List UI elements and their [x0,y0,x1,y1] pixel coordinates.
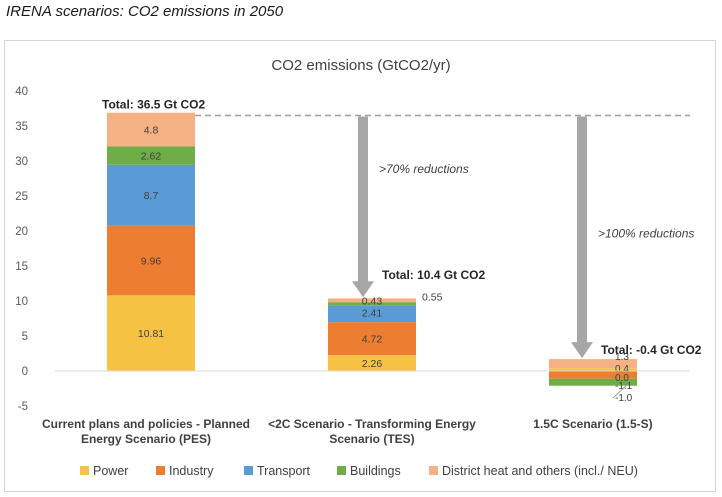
data-label-district-heat-and-others-incl-neu-1: 4.8 [144,125,159,137]
y-tick-label: -5 [18,401,28,413]
data-label-power-1: 10.81 [138,328,164,340]
bar-segment-district-heat-and-others-incl-neu-2 [328,298,416,303]
legend-swatch-industry [156,466,165,475]
data-label-power-3: 0.4 [615,364,629,375]
bar-segment-industry-3 [549,371,637,379]
data-label-buildings-1: 2.62 [141,151,162,163]
legend-swatch-district-heat-and-others-incl-neu [429,466,438,475]
y-tick-label: 0 [22,366,28,378]
category-label-2: <2C Scenario - Transforming Energy Scenar… [268,417,476,446]
reduction-arrow-2 [571,116,593,359]
data-label-transport-1: 8.7 [144,190,159,202]
bar-segment-transport-2 [328,305,416,323]
total-label-1: Total: 36.5 Gt CO2 [102,98,205,112]
annotation-2: >100% reductions [598,226,694,240]
leader-line [612,382,630,399]
data-label-industry-1: 9.96 [141,255,162,267]
legend-label-industry: Industry [169,464,214,478]
total-label-3: Total: -0.4 Gt CO2 [601,343,702,357]
bar-segment-power-1 [107,295,195,371]
y-tick-label: 40 [15,86,28,98]
bar-segment-buildings-1 [107,146,195,165]
legend-swatch-power [80,466,89,475]
legend-swatch-buildings [337,466,346,475]
legend-label-transport: Transport [257,464,311,478]
bar-segment-power-3 [549,368,637,371]
data-label-industry-3: -1.1 [615,381,633,392]
reduction-arrow-1 [352,116,374,298]
bar-segment-transport-1 [107,164,195,226]
y-tick-label: 30 [15,156,28,168]
bar-segment-buildings-3 [549,378,637,386]
legend-label-buildings: Buildings [350,464,401,478]
category-label-3: 1.5C Scenario (1.5-S) [533,417,652,431]
legend-label-district-heat-and-others-incl-neu: District heat and others (incl./ NEU) [442,464,638,478]
bar-segment-district-heat-and-others-incl-neu-3 [549,359,637,369]
y-tick-label: 10 [15,296,28,308]
data-label-transport-2: 2.41 [362,307,383,319]
y-tick-label: 5 [22,331,28,343]
data-label-district-heat-and-others-incl-neu-3: 1.3 [615,352,629,363]
bar-segment-power-2 [328,355,416,371]
data-label-buildings-3: -1.0 [615,393,633,404]
annotation-1: >70% reductions [379,162,469,176]
category-label-1: Current plans and policies - Planned Ener… [42,417,250,446]
legend-swatch-transport [244,466,253,475]
bar-segment-industry-1 [107,225,195,296]
legend-label-power: Power [93,464,128,478]
y-tick-label: 20 [15,226,28,238]
total-label-2: Total: 10.4 Gt CO2 [382,268,485,282]
page-title: IRENA scenarios: CO2 emissions in 2050 [6,3,284,20]
chart-title: CO2 emissions (GtCO2/yr) [271,57,450,74]
y-tick-label: 25 [15,191,28,203]
bar-segment-industry-2 [328,322,416,356]
data-label-buildings-2: 0.43 [362,295,383,307]
data-label-power-2: 2.26 [362,358,383,370]
data-label-district-heat-and-others-incl-neu-2: 0.55 [422,291,443,303]
y-tick-label: 15 [15,261,28,273]
data-label-transport-3: 0.0 [615,373,629,384]
bar-segment-district-heat-and-others-incl-neu-1 [107,112,195,147]
bar-segment-buildings-2 [328,302,416,306]
y-tick-label: 35 [15,121,28,133]
data-label-industry-2: 4.72 [362,334,383,346]
